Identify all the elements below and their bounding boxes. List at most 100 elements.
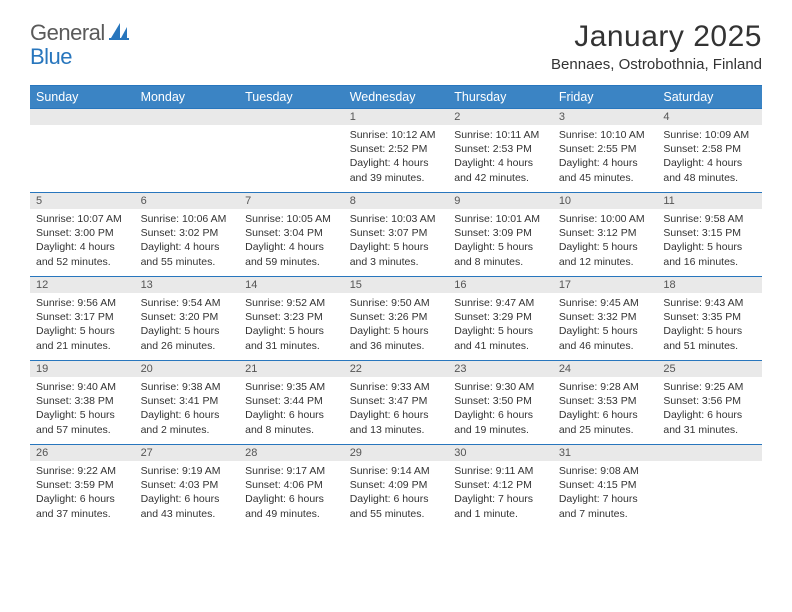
day-data-line: Sunset: 3:47 PM [350, 394, 443, 408]
calendar-cell: 7Sunrise: 10:05 AMSunset: 3:04 PMDayligh… [239, 193, 344, 277]
day-data-line: Daylight: 4 hours [454, 156, 547, 170]
day-data-line: Sunset: 3:09 PM [454, 226, 547, 240]
day-number: 6 [135, 193, 240, 209]
day-data-line: Sunset: 2:58 PM [663, 142, 756, 156]
day-number [30, 109, 135, 125]
day-data: Sunrise: 9:45 AMSunset: 3:32 PMDaylight:… [553, 293, 658, 359]
day-data-line: Daylight: 4 hours [36, 240, 129, 254]
calendar-cell: 13Sunrise: 9:54 AMSunset: 3:20 PMDayligh… [135, 277, 240, 361]
day-data-line: Sunset: 3:53 PM [559, 394, 652, 408]
day-number: 8 [344, 193, 449, 209]
day-data: Sunrise: 10:05 AMSunset: 3:04 PMDaylight… [239, 209, 344, 275]
day-data: Sunrise: 9:11 AMSunset: 4:12 PMDaylight:… [448, 461, 553, 527]
day-data-line: and 55 minutes. [350, 507, 443, 521]
day-data-line: Sunrise: 9:52 AM [245, 296, 338, 310]
page-header: General January 2025 Bennaes, Ostrobothn… [30, 20, 762, 73]
day-data: Sunrise: 10:06 AMSunset: 3:02 PMDaylight… [135, 209, 240, 275]
day-number: 14 [239, 277, 344, 293]
day-data-line: Sunrise: 9:30 AM [454, 380, 547, 394]
day-data-line: and 59 minutes. [245, 255, 338, 269]
day-number: 27 [135, 445, 240, 461]
day-data-line: and 49 minutes. [245, 507, 338, 521]
calendar-cell: 11Sunrise: 9:58 AMSunset: 3:15 PMDayligh… [657, 193, 762, 277]
day-data-line: and 46 minutes. [559, 339, 652, 353]
day-data-line: Daylight: 4 hours [663, 156, 756, 170]
day-data-line: Sunrise: 10:03 AM [350, 212, 443, 226]
day-data-line: and 3 minutes. [350, 255, 443, 269]
day-data-line: Daylight: 5 hours [36, 324, 129, 338]
day-data-line: Sunset: 3:56 PM [663, 394, 756, 408]
day-data-line: Sunrise: 9:54 AM [141, 296, 234, 310]
calendar-cell: 26Sunrise: 9:22 AMSunset: 3:59 PMDayligh… [30, 445, 135, 529]
day-data-line: Daylight: 5 hours [350, 240, 443, 254]
day-data-line: Daylight: 5 hours [245, 324, 338, 338]
day-data-line: Daylight: 5 hours [141, 324, 234, 338]
calendar-cell: 31Sunrise: 9:08 AMSunset: 4:15 PMDayligh… [553, 445, 658, 529]
day-data-line: Sunset: 3:32 PM [559, 310, 652, 324]
day-data-line: Daylight: 7 hours [454, 492, 547, 506]
day-number: 23 [448, 361, 553, 377]
day-data-line: and 45 minutes. [559, 171, 652, 185]
day-data-line: and 48 minutes. [663, 171, 756, 185]
day-data-line: Sunset: 2:53 PM [454, 142, 547, 156]
day-data-line: and 13 minutes. [350, 423, 443, 437]
day-data: Sunrise: 9:28 AMSunset: 3:53 PMDaylight:… [553, 377, 658, 443]
day-data-line: Sunrise: 9:58 AM [663, 212, 756, 226]
day-data-line: Sunset: 3:15 PM [663, 226, 756, 240]
day-data-line: Daylight: 6 hours [559, 408, 652, 422]
day-data-line: Sunset: 3:59 PM [36, 478, 129, 492]
day-data-line: Sunrise: 9:33 AM [350, 380, 443, 394]
day-data: Sunrise: 9:19 AMSunset: 4:03 PMDaylight:… [135, 461, 240, 527]
logo-sail-icon [109, 21, 131, 46]
day-data: Sunrise: 10:11 AMSunset: 2:53 PMDaylight… [448, 125, 553, 191]
day-header: Thursday [448, 86, 553, 109]
calendar-week: 1Sunrise: 10:12 AMSunset: 2:52 PMDayligh… [30, 109, 762, 193]
day-data-line: Sunrise: 10:10 AM [559, 128, 652, 142]
day-data: Sunrise: 9:25 AMSunset: 3:56 PMDaylight:… [657, 377, 762, 443]
day-data: Sunrise: 9:50 AMSunset: 3:26 PMDaylight:… [344, 293, 449, 359]
day-header: Wednesday [344, 86, 449, 109]
calendar-cell: 6Sunrise: 10:06 AMSunset: 3:02 PMDayligh… [135, 193, 240, 277]
day-data-line: Daylight: 5 hours [36, 408, 129, 422]
calendar-cell: 10Sunrise: 10:00 AMSunset: 3:12 PMDaylig… [553, 193, 658, 277]
day-data-line: Sunrise: 9:25 AM [663, 380, 756, 394]
day-data-line: Daylight: 4 hours [245, 240, 338, 254]
day-number: 21 [239, 361, 344, 377]
calendar-cell: 3Sunrise: 10:10 AMSunset: 2:55 PMDayligh… [553, 109, 658, 193]
day-data-line: and 26 minutes. [141, 339, 234, 353]
day-data-line: Daylight: 6 hours [663, 408, 756, 422]
day-data-line: Sunrise: 10:09 AM [663, 128, 756, 142]
day-data-line: and 25 minutes. [559, 423, 652, 437]
calendar-cell: 28Sunrise: 9:17 AMSunset: 4:06 PMDayligh… [239, 445, 344, 529]
day-data: Sunrise: 9:22 AMSunset: 3:59 PMDaylight:… [30, 461, 135, 527]
day-data-line: Daylight: 4 hours [141, 240, 234, 254]
day-number: 5 [30, 193, 135, 209]
day-number: 16 [448, 277, 553, 293]
day-data-line: Sunrise: 9:22 AM [36, 464, 129, 478]
day-data-line: Daylight: 6 hours [350, 492, 443, 506]
day-data-line: Daylight: 7 hours [559, 492, 652, 506]
day-data: Sunrise: 9:58 AMSunset: 3:15 PMDaylight:… [657, 209, 762, 275]
day-data-line: Sunset: 3:35 PM [663, 310, 756, 324]
day-number: 2 [448, 109, 553, 125]
day-data-line: Sunrise: 9:56 AM [36, 296, 129, 310]
day-number [135, 109, 240, 125]
day-data-line: and 43 minutes. [141, 507, 234, 521]
day-data-line: Sunrise: 9:28 AM [559, 380, 652, 394]
title-block: January 2025 Bennaes, Ostrobothnia, Finl… [551, 20, 762, 73]
day-number: 1 [344, 109, 449, 125]
logo-word-1: General [30, 20, 105, 46]
day-number: 30 [448, 445, 553, 461]
day-number: 20 [135, 361, 240, 377]
day-data-line: Daylight: 6 hours [245, 408, 338, 422]
calendar-cell: 14Sunrise: 9:52 AMSunset: 3:23 PMDayligh… [239, 277, 344, 361]
calendar-cell: 16Sunrise: 9:47 AMSunset: 3:29 PMDayligh… [448, 277, 553, 361]
day-data-line: and 55 minutes. [141, 255, 234, 269]
day-header: Tuesday [239, 86, 344, 109]
day-data-line: and 19 minutes. [454, 423, 547, 437]
day-data-line: and 16 minutes. [663, 255, 756, 269]
day-data: Sunrise: 10:00 AMSunset: 3:12 PMDaylight… [553, 209, 658, 275]
calendar-week: 19Sunrise: 9:40 AMSunset: 3:38 PMDayligh… [30, 361, 762, 445]
day-data-line: Daylight: 6 hours [141, 492, 234, 506]
calendar-cell: 20Sunrise: 9:38 AMSunset: 3:41 PMDayligh… [135, 361, 240, 445]
